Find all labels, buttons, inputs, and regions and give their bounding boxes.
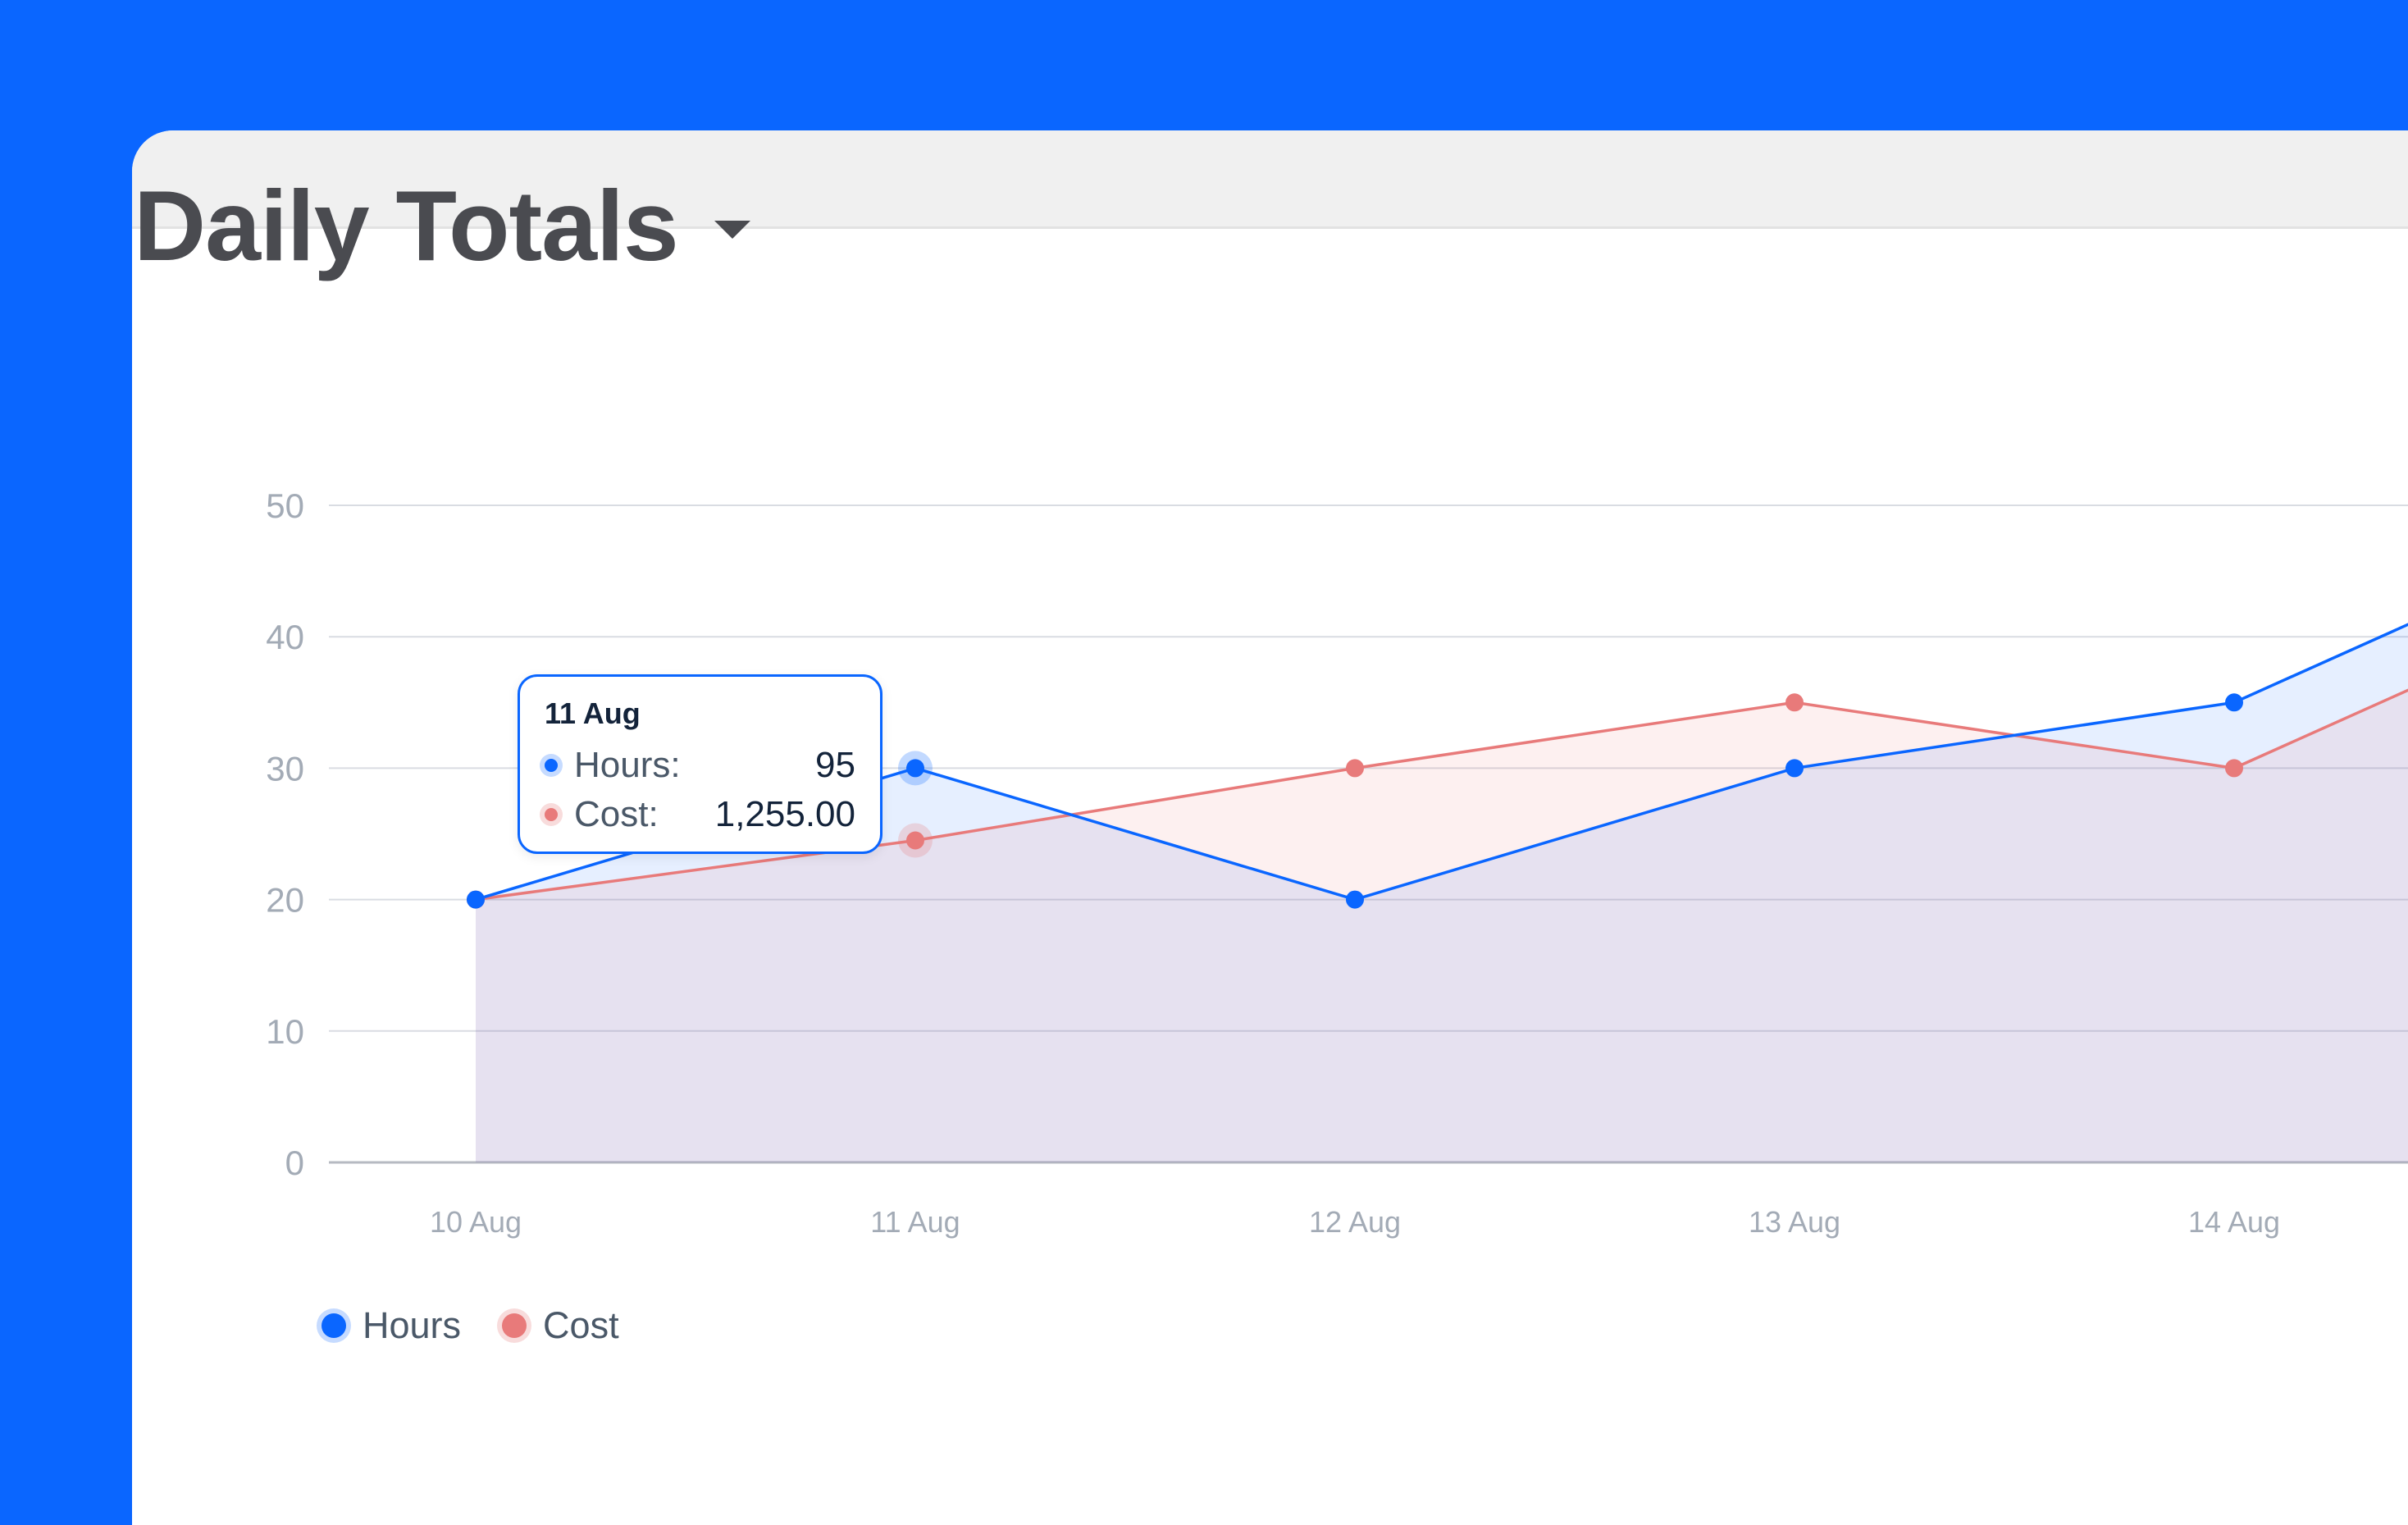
legend-label-cost: Cost bbox=[543, 1304, 619, 1346]
tooltip-cost-label: Cost: bbox=[574, 794, 659, 834]
card-header-bar bbox=[132, 130, 2408, 229]
tooltip-row-hours: Hours: 95 bbox=[545, 741, 855, 790]
chart-tooltip: 11 Aug Hours: 95 Cost: 1,255.00 bbox=[518, 674, 882, 854]
point-cost bbox=[906, 831, 924, 850]
title-dropdown[interactable]: Daily Totals bbox=[134, 168, 750, 283]
tooltip-cost-value: 1,255.00 bbox=[714, 794, 855, 834]
hours-dot-icon bbox=[545, 759, 558, 772]
point-cost bbox=[1346, 759, 1364, 778]
legend-item-hours[interactable]: Hours bbox=[322, 1304, 461, 1347]
x-tick-label: 10 Aug bbox=[430, 1205, 522, 1239]
page-title: Daily Totals bbox=[134, 170, 679, 281]
point-hours bbox=[467, 890, 485, 909]
caret-down-icon[interactable] bbox=[714, 221, 750, 239]
chart-legend: Hours Cost bbox=[322, 1304, 660, 1347]
point-hours bbox=[906, 759, 924, 778]
area-hours bbox=[476, 624, 2408, 1162]
tooltip-hours-value: 95 bbox=[815, 745, 855, 785]
point-hours bbox=[1346, 890, 1364, 909]
chart-card bbox=[132, 130, 2408, 1525]
y-tick-label: 30 bbox=[266, 749, 304, 788]
y-tick-label: 40 bbox=[266, 618, 304, 656]
cost-dot-icon bbox=[545, 808, 558, 821]
line-area-chart: 0 10 20 30 40 50 10 Aug 11 Aug 12 Aug 13 Aug 14 Au… bbox=[266, 486, 2408, 1239]
cost-legend-dot-icon bbox=[502, 1313, 527, 1338]
y-tick-label: 50 bbox=[266, 486, 304, 525]
point-cost bbox=[1785, 693, 1804, 712]
hours-legend-dot-icon bbox=[322, 1313, 346, 1338]
area-cost bbox=[476, 690, 2408, 1162]
y-tick-label: 20 bbox=[266, 881, 304, 920]
tooltip-row-cost: Cost: 1,255.00 bbox=[545, 790, 855, 839]
legend-item-cost[interactable]: Cost bbox=[502, 1304, 619, 1347]
point-hours bbox=[1785, 759, 1804, 778]
legend-label-hours: Hours bbox=[363, 1304, 462, 1346]
y-tick-label: 0 bbox=[285, 1144, 304, 1182]
x-tick-label: 14 Aug bbox=[2188, 1205, 2280, 1239]
tooltip-hours-label: Hours: bbox=[574, 745, 681, 785]
x-tick-label: 13 Aug bbox=[1749, 1205, 1840, 1239]
x-tick-label: 12 Aug bbox=[1309, 1205, 1401, 1239]
point-hours bbox=[2225, 693, 2243, 712]
tooltip-date: 11 Aug bbox=[545, 696, 641, 730]
x-tick-label: 11 Aug bbox=[870, 1205, 960, 1239]
y-tick-label: 10 bbox=[266, 1012, 304, 1051]
point-cost bbox=[2225, 759, 2243, 778]
